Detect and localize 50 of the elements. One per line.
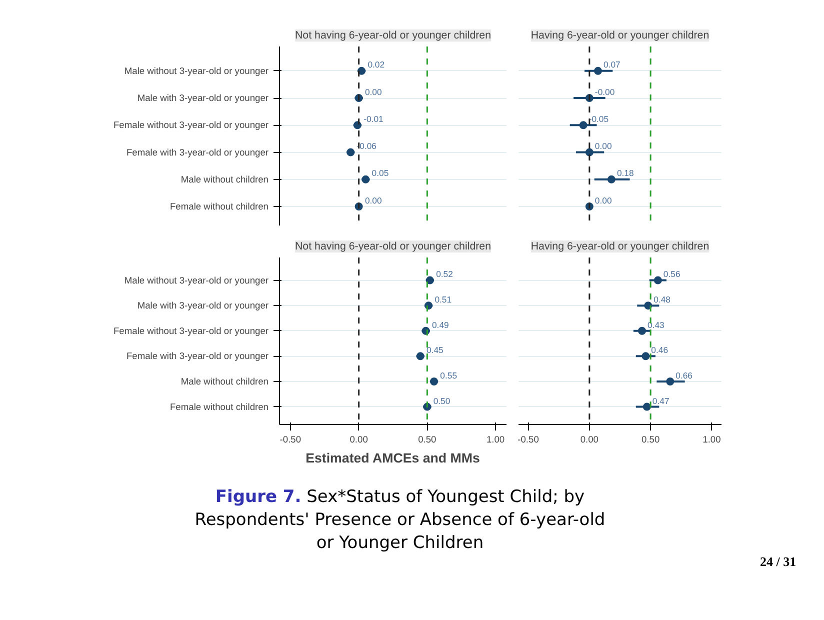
data-label: 0.00 bbox=[364, 195, 382, 206]
x-axis-title: Estimated AMCEs and MMs bbox=[306, 450, 480, 466]
data-label: -0.05 bbox=[588, 114, 609, 124]
data-label: 0.43 bbox=[648, 320, 665, 330]
x-tick-label: 1.00 bbox=[486, 434, 505, 444]
x-tick-label: 0.00 bbox=[350, 434, 368, 444]
data-label: 0.49 bbox=[432, 320, 450, 330]
y-tick-label: Male with 3-year-old or younger bbox=[137, 300, 269, 311]
chart-title: Having 6-year-old or younger children bbox=[530, 30, 710, 42]
y-tick-label: Male without 3-year-old or younger bbox=[124, 66, 268, 76]
x-tick-label: -0.50 bbox=[280, 434, 302, 444]
data-label: 0.05 bbox=[372, 168, 389, 178]
x-tick-label: -0.50 bbox=[518, 434, 539, 444]
data-label: 0.45 bbox=[426, 345, 444, 356]
y-tick-label: Female without children bbox=[170, 202, 269, 212]
chart-title: Not having 6-year-old or younger children bbox=[294, 240, 492, 252]
x-tick-label: 1.00 bbox=[702, 434, 721, 444]
y-tick-label: Male with 3-year-old or younger bbox=[137, 93, 269, 104]
data-label: 0.00 bbox=[594, 195, 612, 206]
data-label: -0.01 bbox=[364, 114, 384, 124]
data-label: 0.50 bbox=[433, 396, 450, 406]
y-tick-label: Male without 3-year-old or younger bbox=[124, 275, 268, 286]
caption: Figure 7. bbox=[215, 487, 302, 507]
y-tick-label: Male without children bbox=[180, 174, 268, 184]
data-label: 0.52 bbox=[436, 269, 454, 280]
data-label: 0.47 bbox=[652, 396, 670, 406]
data-label: 0.51 bbox=[434, 294, 452, 305]
data-label: 0.48 bbox=[654, 294, 671, 305]
data-label: 0.55 bbox=[440, 370, 458, 380]
data-label: 0.66 bbox=[676, 370, 693, 380]
chart-title: Not having 6-year-old or younger children bbox=[294, 30, 492, 42]
y-tick-label: Female without children bbox=[170, 402, 269, 412]
data-label: 0.18 bbox=[616, 168, 634, 178]
y-tick-label: Female without 3-year-old or younger bbox=[113, 326, 269, 336]
y-tick-label: Female with 3-year-old or younger bbox=[126, 147, 269, 158]
x-tick-label: 0.50 bbox=[641, 434, 660, 444]
y-tick-label: Female without 3-year-old or younger bbox=[113, 120, 269, 130]
x-tick-label: 0.00 bbox=[580, 434, 599, 444]
y-tick-label: Male without children bbox=[180, 376, 268, 386]
data-label: 0.02 bbox=[368, 60, 385, 70]
data-label: 0.56 bbox=[663, 269, 680, 280]
x-tick-label: 0.50 bbox=[418, 434, 436, 444]
data-label: 0.00 bbox=[364, 86, 382, 97]
text: 24 / 31 bbox=[760, 553, 796, 571]
data-label: 0.46 bbox=[651, 345, 668, 356]
data-label: 0.07 bbox=[603, 60, 621, 70]
y-tick-label: Female with 3-year-old or younger bbox=[126, 351, 269, 362]
data-label: -0.00 bbox=[594, 86, 615, 97]
chart-title: Having 6-year-old or younger children bbox=[530, 240, 710, 252]
data-label: 0.00 bbox=[594, 141, 612, 152]
